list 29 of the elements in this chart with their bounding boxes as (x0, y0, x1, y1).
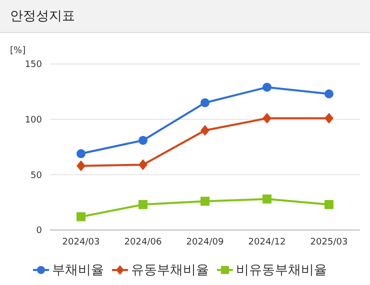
y-tick-label: 0 (36, 226, 42, 236)
point (76, 160, 86, 172)
point (76, 149, 86, 158)
chart-title: 안정성지표 (0, 0, 370, 33)
point (324, 200, 334, 210)
point (200, 196, 210, 206)
point (138, 136, 148, 145)
y-axis-title: [%] (10, 46, 26, 56)
x-tick-label: 2024/09 (186, 237, 224, 248)
y-tick-label: 50 (30, 170, 42, 181)
point (262, 82, 272, 92)
point (200, 125, 210, 136)
point (76, 212, 86, 222)
point (138, 159, 148, 170)
point (324, 89, 334, 98)
point (324, 112, 334, 124)
point (262, 112, 272, 124)
x-tick-label: 2024/12 (248, 237, 286, 248)
x-tick-label: 2024/06 (124, 237, 162, 248)
y-tick-label: 150 (24, 60, 42, 70)
point (200, 98, 210, 108)
point (262, 194, 272, 204)
legend-label: 부채비율 (51, 262, 104, 279)
x-tick-label: 2024/03 (62, 237, 100, 248)
legend-label: 유동부채비율 (130, 262, 209, 279)
x-tick-label: 2025/03 (310, 237, 348, 248)
point (138, 200, 148, 210)
y-tick-label: 100 (24, 116, 42, 126)
legend-label: 비유동부채비율 (235, 262, 327, 279)
